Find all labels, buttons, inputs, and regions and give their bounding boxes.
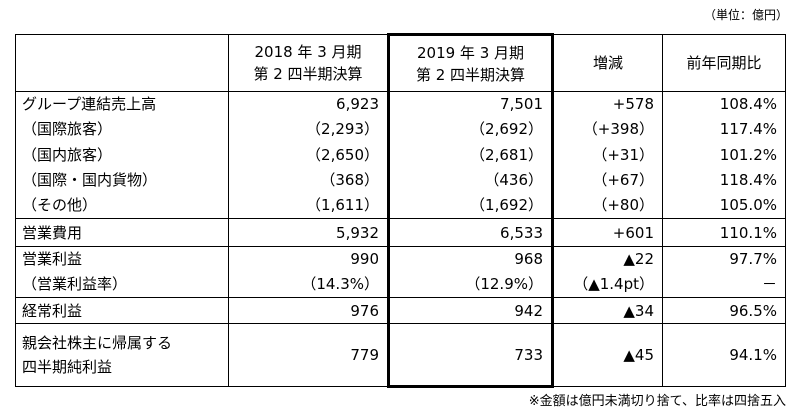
value-cell: （+31） <box>552 141 663 168</box>
value-cell: ▲45 <box>552 323 663 387</box>
cell-line: 四半期純利益 <box>22 358 113 376</box>
value-cell: 117.4% <box>662 116 786 142</box>
cell-line: 増減 <box>592 54 623 72</box>
row-label: 親会社株主に帰属する 四半期純利益 <box>15 323 229 387</box>
value-cell: 990 <box>228 246 389 272</box>
value-cell: （2,650） <box>228 141 389 168</box>
value-cell: 5,932 <box>228 218 389 247</box>
table-row: 営業費用 5,932 6,533 +601 110.1% <box>15 218 786 247</box>
cell-line: 前年同期比 <box>686 54 762 72</box>
value-cell: （2,692） <box>387 116 554 142</box>
value-cell: （436） <box>387 167 554 193</box>
value-cell: （+398） <box>552 116 663 142</box>
header-row: 2018 年 3 月期第 2 四半期決算 2019 年 3 月期第 2 四半期決算… <box>15 33 786 92</box>
cell-line: （営業利益率） <box>22 275 128 294</box>
value-cell: （368） <box>228 167 389 193</box>
row-label: （国際・国内貨物） <box>15 167 229 193</box>
row-label: （営業利益率） <box>15 271 229 298</box>
value-cell: +601 <box>552 218 663 247</box>
table-row: （その他） （1,611） （1,692） （+80） 105.0% <box>15 192 786 219</box>
row-label: （国内旅客） <box>15 141 229 168</box>
table-row: （国内旅客） （2,650） （2,681） （+31） 101.2% <box>15 141 786 168</box>
value-cell: 94.1% <box>662 323 786 387</box>
cell-line: （国際旅客） <box>22 120 113 138</box>
table-row: （国際・国内貨物） （368） （436） （+67） 118.4% <box>15 167 786 193</box>
header-cell <box>15 34 229 92</box>
value-cell: （2,681） <box>387 141 554 168</box>
cell-line: 2018 年 3 月期 <box>254 43 362 61</box>
value-cell: （+80） <box>552 192 663 219</box>
value-cell: 101.2% <box>662 141 786 168</box>
cell-line: 営業費用 <box>22 223 83 242</box>
value-cell: 976 <box>228 297 389 324</box>
row-label: 経常利益 <box>15 297 229 324</box>
value-cell: +578 <box>552 91 663 117</box>
table-row: （営業利益率） （14.3%） （12.9%） （▲1.4pt）－ <box>15 271 786 298</box>
header-cell: 2018 年 3 月期第 2 四半期決算 <box>228 34 389 92</box>
value-cell: （1,611） <box>228 192 389 219</box>
value-cell: 733 <box>387 323 554 388</box>
footnote: ※金額は億円未満切り捨て、比率は四捨五入 <box>528 394 786 409</box>
value-cell: － <box>662 271 786 298</box>
unit-note: （単位：億円） <box>703 8 788 22</box>
table-row: （国際旅客） （2,293） （2,692） （+398） 117.4% <box>15 116 786 142</box>
row-label: （その他） <box>15 192 229 219</box>
header-cell: 2019 年 3 月期第 2 四半期決算 <box>387 33 554 92</box>
table-row: グループ連結売上高 6,923 7,501 +578 108.4% <box>15 91 786 117</box>
value-cell: 97.7% <box>662 246 786 272</box>
results-table: 2018 年 3 月期第 2 四半期決算 2019 年 3 月期第 2 四半期決算… <box>15 33 786 388</box>
cell-line: 親会社株主に帰属する <box>22 334 173 352</box>
header-cell: 増減 <box>552 34 663 92</box>
cell-line: 2019 年 3 月期 <box>416 43 525 62</box>
header-cell: 前年同期比 <box>662 34 786 92</box>
row-label: グループ連結売上高 <box>15 91 229 117</box>
row-label: （国際旅客） <box>15 116 229 142</box>
value-cell: 108.4% <box>662 91 786 117</box>
value-cell: ▲22 <box>552 246 663 272</box>
value-cell: 779 <box>228 323 389 387</box>
table-row: 経常利益 976 942 ▲34 96.5% <box>15 297 786 324</box>
cell-line: （その他） <box>22 196 98 215</box>
row-label: 営業費用 <box>15 218 229 247</box>
cell-line: （国内旅客） <box>22 145 113 164</box>
cell-line: グループ連結売上高 <box>22 95 157 114</box>
cell-line: 営業利益 <box>22 250 83 269</box>
value-cell: 7,501 <box>387 91 554 117</box>
value-cell: 6,923 <box>228 91 389 117</box>
value-cell: （2,293） <box>228 116 389 142</box>
value-cell: 110.1% <box>662 218 786 247</box>
value-cell: （14.3%） <box>228 271 389 298</box>
value-cell: 118.4% <box>662 167 786 193</box>
value-cell: （▲1.4pt） <box>552 271 663 298</box>
value-cell: （12.9%） <box>387 271 554 298</box>
table-row: 親会社株主に帰属する 四半期純利益 779 733 ▲45 94.1% <box>15 323 786 388</box>
value-cell: （+67） <box>552 167 663 193</box>
value-cell: 968 <box>387 246 554 272</box>
row-label: 営業利益 <box>15 246 229 272</box>
cell-line: 第 2 四半期決算 <box>415 65 526 84</box>
value-cell: 96.5% <box>662 297 786 324</box>
cell-line: （国際・国内貨物） <box>22 171 158 189</box>
value-cell: 942 <box>387 297 554 324</box>
value-cell: 105.0% <box>662 192 786 219</box>
cell-line: 経常利益 <box>22 301 83 320</box>
table-row: 営業利益 990 968 ▲22 97.7% <box>15 246 786 272</box>
value-cell: 6,533 <box>387 218 554 247</box>
cell-line: 第 2 四半期決算 <box>253 65 363 83</box>
value-cell: （1,692） <box>387 192 554 219</box>
value-cell: ▲34 <box>552 297 663 324</box>
